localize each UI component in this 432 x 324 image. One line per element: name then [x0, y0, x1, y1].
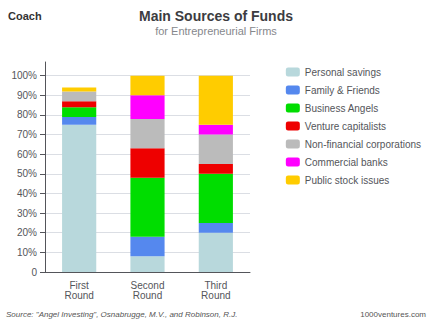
svg-text:Source: "Angel Investing", Osn: Source: "Angel Investing", Osnabrugge, M… [6, 310, 237, 319]
svg-text:90%: 90% [17, 90, 37, 101]
svg-text:80%: 80% [17, 109, 37, 120]
svg-text:30%: 30% [17, 208, 37, 219]
svg-text:40%: 40% [17, 188, 37, 199]
svg-text:Personal savings: Personal savings [305, 67, 381, 78]
svg-text:Coach: Coach [8, 10, 42, 22]
svg-text:20%: 20% [17, 227, 37, 238]
svg-text:10%: 10% [17, 247, 37, 258]
svg-text:Third: Third [204, 279, 228, 291]
svg-text:Main Sources of Funds: Main Sources of Funds [139, 8, 293, 24]
svg-text:60%: 60% [17, 149, 37, 160]
svg-text:Family & Friends: Family & Friends [305, 85, 380, 96]
svg-text:100%: 100% [11, 70, 37, 81]
svg-text:for Entrepreneurial Firms: for Entrepreneurial Firms [155, 25, 277, 37]
svg-text:1000ventures.com: 1000ventures.com [360, 310, 426, 319]
svg-text:Round: Round [64, 290, 93, 301]
svg-text:Business Angels: Business Angels [305, 103, 378, 114]
svg-text:Venture capitalists: Venture capitalists [305, 121, 386, 132]
svg-text:Second: Second [130, 279, 165, 291]
svg-text:Round: Round [201, 290, 230, 301]
svg-text:Non-financial corporations: Non-financial corporations [305, 139, 421, 150]
svg-text:70%: 70% [17, 129, 37, 140]
svg-text:0: 0 [31, 267, 37, 278]
svg-text:Round: Round [133, 290, 162, 301]
svg-text:Commercial banks: Commercial banks [305, 157, 388, 168]
svg-text:Public stock issues: Public stock issues [305, 175, 389, 186]
svg-text:First: First [69, 279, 89, 291]
svg-text:50%: 50% [17, 168, 37, 179]
